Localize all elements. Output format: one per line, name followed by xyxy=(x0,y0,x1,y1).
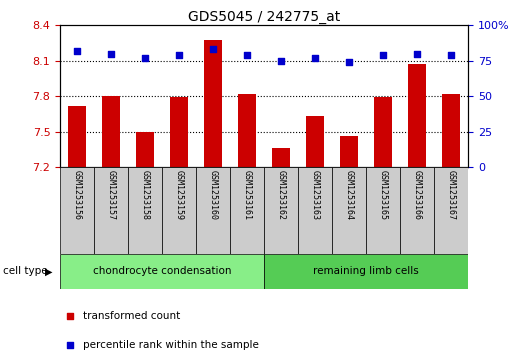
Bar xyxy=(332,167,366,254)
Text: GSM1253163: GSM1253163 xyxy=(311,170,320,220)
Bar xyxy=(366,167,400,254)
Text: GSM1253161: GSM1253161 xyxy=(243,170,252,220)
Text: GSM1253158: GSM1253158 xyxy=(141,170,150,220)
Point xyxy=(73,48,82,54)
Text: GSM1253164: GSM1253164 xyxy=(345,170,354,220)
Bar xyxy=(264,254,468,289)
Bar xyxy=(94,167,128,254)
Point xyxy=(243,52,252,58)
Bar xyxy=(60,167,94,254)
Bar xyxy=(238,94,256,167)
Text: GSM1253165: GSM1253165 xyxy=(379,170,388,220)
Bar xyxy=(162,167,196,254)
Point xyxy=(209,46,218,52)
Point xyxy=(107,51,116,57)
Text: GSM1253167: GSM1253167 xyxy=(447,170,456,220)
Text: GSM1253157: GSM1253157 xyxy=(107,170,116,220)
Bar xyxy=(230,167,264,254)
Bar xyxy=(408,64,426,167)
Point xyxy=(379,52,388,58)
Text: GSM1253166: GSM1253166 xyxy=(413,170,422,220)
Text: ▶: ▶ xyxy=(45,266,52,276)
Text: cell type: cell type xyxy=(3,266,47,276)
Text: chondrocyte condensation: chondrocyte condensation xyxy=(93,266,231,276)
Bar xyxy=(306,116,324,167)
Bar xyxy=(374,97,392,167)
Text: GSM1253159: GSM1253159 xyxy=(175,170,184,220)
Bar xyxy=(272,148,290,167)
Bar xyxy=(136,132,154,167)
Text: GSM1253162: GSM1253162 xyxy=(277,170,286,220)
Bar xyxy=(340,136,358,167)
Point xyxy=(277,58,286,64)
Bar xyxy=(434,167,468,254)
Bar xyxy=(442,94,460,167)
Bar xyxy=(128,167,162,254)
Point xyxy=(353,161,361,167)
Text: GSM1253156: GSM1253156 xyxy=(73,170,82,220)
Bar xyxy=(204,40,222,167)
Bar xyxy=(60,254,264,289)
Title: GDS5045 / 242775_at: GDS5045 / 242775_at xyxy=(188,11,340,24)
Bar xyxy=(196,167,230,254)
Point xyxy=(175,52,184,58)
Point xyxy=(311,55,320,61)
Point xyxy=(345,59,354,65)
Text: percentile rank within the sample: percentile rank within the sample xyxy=(83,340,258,350)
Text: remaining limb cells: remaining limb cells xyxy=(313,266,419,276)
Point xyxy=(141,55,150,61)
Bar xyxy=(170,97,188,167)
Text: transformed count: transformed count xyxy=(83,311,180,321)
Point xyxy=(447,52,456,58)
Bar xyxy=(68,106,86,167)
Bar xyxy=(298,167,332,254)
Bar xyxy=(102,96,120,167)
Bar xyxy=(264,167,298,254)
Point xyxy=(413,51,422,57)
Bar xyxy=(400,167,434,254)
Text: GSM1253160: GSM1253160 xyxy=(209,170,218,220)
